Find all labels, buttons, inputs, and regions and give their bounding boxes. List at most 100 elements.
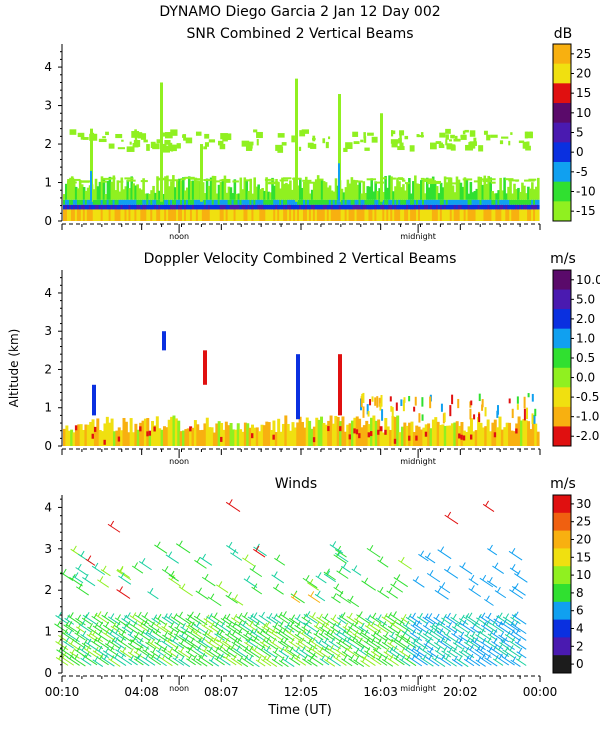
doppler-cell — [516, 404, 519, 410]
snr-cell — [237, 193, 241, 200]
snr-cell — [499, 209, 502, 221]
wind-barb-flag — [448, 622, 452, 628]
wind-barb — [170, 616, 185, 626]
y-tick-label: 2 — [44, 583, 52, 597]
snr-cell — [148, 199, 151, 205]
wind-barb-flag — [296, 621, 301, 628]
snr-cell — [199, 199, 203, 205]
snr-cell — [455, 209, 459, 221]
wind-barb-flag — [140, 629, 145, 636]
wind-barb-flag — [379, 586, 384, 593]
y-tick-label: 0 — [44, 214, 52, 228]
snr-streak — [90, 128, 93, 202]
snr-cell — [193, 199, 197, 205]
wind-barb-flag — [495, 615, 500, 621]
snr-cloud-cell — [245, 179, 252, 182]
snr-cell — [382, 199, 385, 205]
wind-barb-flag — [306, 619, 311, 626]
wind-barb-flag — [184, 635, 189, 642]
snr-cell — [537, 209, 540, 221]
wind-barb — [97, 579, 109, 588]
snr-cell — [396, 199, 399, 205]
wind-barb — [92, 659, 104, 667]
wind-barb-flag — [65, 637, 70, 644]
wind-barb-flag — [426, 552, 431, 559]
wind-barb — [336, 641, 347, 650]
snr-cell — [178, 209, 181, 221]
snr-cell — [473, 191, 477, 200]
snr-cell — [519, 191, 522, 200]
doppler-cell — [410, 421, 414, 446]
wind-barb — [338, 615, 353, 625]
snr-cell — [247, 209, 251, 221]
snr-cell — [231, 199, 235, 205]
wind-barb-flag — [227, 591, 232, 598]
wind-barb — [514, 641, 527, 650]
doppler-cell — [265, 421, 269, 446]
snr-cell — [259, 204, 262, 210]
wind-barb-flag — [482, 637, 487, 644]
snr-cell — [180, 209, 183, 221]
wind-barb-flag — [496, 586, 501, 593]
doppler-cell — [272, 420, 276, 446]
snr-cell — [265, 209, 268, 221]
wind-barb-flag — [69, 653, 74, 660]
snr-cell — [348, 204, 352, 210]
wind-barb — [195, 640, 208, 649]
doppler-cell — [531, 393, 534, 402]
wind-barb — [381, 641, 394, 650]
wind-barb-flag — [207, 629, 212, 636]
snr-cell — [495, 204, 498, 210]
wind-barb-flag — [422, 645, 427, 651]
wind-barb-flag — [440, 546, 445, 552]
wind-barb-flag — [332, 614, 337, 620]
wind-barb-flag — [74, 653, 79, 660]
wind-barb-flag — [134, 562, 139, 568]
wind-barb — [112, 631, 127, 641]
wind-barb-flag — [332, 592, 337, 599]
snr-cell — [509, 209, 512, 221]
wind-barb-flag — [355, 655, 360, 662]
wind-barb-flag — [81, 620, 86, 626]
snr-cell — [255, 209, 258, 221]
wind-barb-flag — [203, 646, 208, 652]
snr-cell — [517, 199, 520, 205]
wind-barb-flag — [511, 637, 516, 643]
wind-barb-flag — [436, 646, 441, 653]
snr-cell — [469, 181, 473, 200]
snr-cell — [144, 193, 147, 200]
wind-barb — [165, 554, 179, 564]
wind-barb — [464, 641, 475, 650]
snr-cell — [529, 204, 532, 210]
snr-cell — [215, 193, 219, 200]
wind-barb-flag — [377, 620, 382, 627]
snr-cloud-cell — [450, 145, 456, 151]
colorbar-segment — [553, 601, 571, 621]
wind-barb-flag — [472, 623, 476, 629]
wind-barb-flag — [447, 511, 452, 518]
wind-barb-flag — [145, 653, 150, 660]
snr-cell — [439, 209, 443, 221]
snr-cell — [344, 204, 348, 210]
wind-barb — [110, 625, 121, 633]
snr-cell — [265, 177, 268, 200]
doppler-cell — [279, 431, 283, 446]
snr-cell — [408, 204, 411, 210]
snr-cell — [271, 177, 274, 200]
doppler-cell — [478, 413, 481, 423]
wind-barb-flag — [461, 562, 466, 568]
snr-cell — [132, 199, 135, 205]
day-marker-label: midnight — [400, 457, 436, 466]
snr-cell — [150, 190, 153, 200]
wind-barb — [143, 632, 156, 641]
snr-cell — [76, 188, 80, 200]
wind-barb-flag — [360, 622, 365, 629]
snr-cloud-cell — [195, 131, 202, 136]
snr-cell — [519, 204, 522, 210]
snr-cell — [433, 199, 437, 205]
wind-barb — [441, 640, 457, 651]
wind-barb-flag — [358, 611, 363, 617]
snr-cell — [176, 199, 179, 205]
snr-cell — [108, 204, 112, 210]
